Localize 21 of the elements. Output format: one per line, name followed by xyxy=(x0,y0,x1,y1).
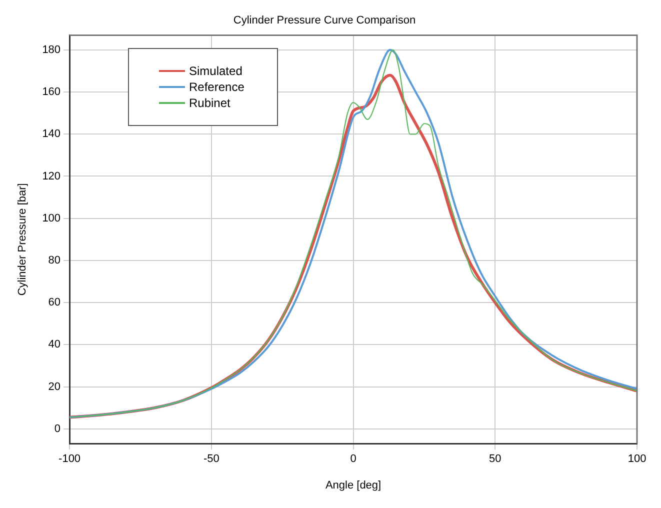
x-tick-label: -100 xyxy=(58,453,81,466)
x-axis-title: Angle [deg] xyxy=(325,479,382,492)
x-tick-label: 50 xyxy=(489,453,502,466)
legend-label: Rubinet xyxy=(189,95,230,111)
y-tick-label: 140 xyxy=(42,128,61,140)
y-tick-label: 0 xyxy=(54,422,61,435)
legend-label: Reference xyxy=(189,79,244,95)
y-tick-label: 40 xyxy=(48,338,61,351)
chart-title: Cylinder Pressure Curve Comparison xyxy=(233,14,416,27)
x-tick-label: -50 xyxy=(203,453,220,466)
legend-label: Simulated xyxy=(189,63,242,79)
y-tick-label: 60 xyxy=(48,296,61,309)
y-tick-label: 20 xyxy=(48,380,61,393)
y-tick-label: 180 xyxy=(42,44,61,56)
y-tick-label: 160 xyxy=(42,86,61,98)
x-tick-label: 0 xyxy=(350,453,356,466)
y-tick-label: 100 xyxy=(42,212,61,224)
y-axis-title: Cylinder Pressure [bar] xyxy=(16,183,29,296)
y-tick-label: 120 xyxy=(42,170,61,182)
x-tick-label: 100 xyxy=(628,453,646,466)
y-tick-label: 80 xyxy=(48,254,61,266)
